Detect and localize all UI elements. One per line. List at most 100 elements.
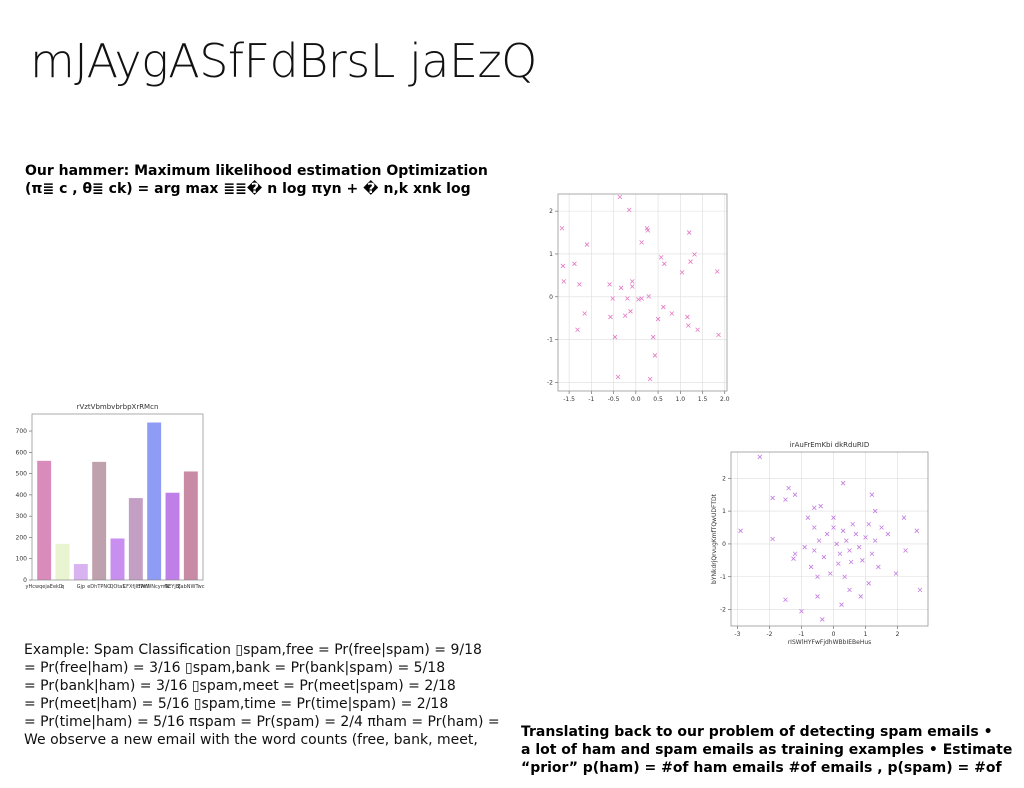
bar bbox=[110, 538, 125, 580]
bar bbox=[37, 460, 52, 580]
point bbox=[686, 323, 691, 328]
point bbox=[872, 508, 878, 514]
x-tick-label: 0.0 bbox=[631, 396, 641, 403]
bar bbox=[73, 564, 88, 580]
point bbox=[858, 594, 864, 599]
point bbox=[860, 558, 865, 563]
point bbox=[816, 538, 822, 543]
point bbox=[629, 284, 635, 289]
y-tick-label: 0 bbox=[23, 577, 27, 584]
point bbox=[652, 353, 658, 358]
x-tick-label: 2 bbox=[896, 631, 900, 638]
point bbox=[582, 311, 587, 316]
point bbox=[647, 376, 653, 382]
bar bbox=[128, 498, 143, 580]
text-line: a lot of ham and spam emails as training… bbox=[521, 742, 1013, 758]
point bbox=[885, 531, 891, 537]
text-line: Translating back to our problem of detec… bbox=[521, 724, 993, 740]
point bbox=[655, 316, 661, 322]
closing-text: Translating back to our problem of detec… bbox=[521, 723, 1012, 777]
text-line: = Pr(time|ham) = 5/16 πspam = Pr(spam) =… bbox=[24, 714, 500, 730]
point bbox=[646, 294, 652, 299]
point bbox=[628, 309, 633, 314]
point bbox=[812, 505, 817, 511]
slide-title: mJAygASfFdBrsL jaEzQ bbox=[30, 34, 537, 88]
point bbox=[688, 259, 693, 264]
point bbox=[792, 492, 798, 497]
x-tick-label: -0.5 bbox=[608, 396, 620, 403]
x-tick-label: 1.0 bbox=[676, 396, 686, 403]
point bbox=[869, 551, 875, 557]
point bbox=[815, 574, 820, 580]
x-tick-label: 2.0 bbox=[720, 396, 730, 403]
point bbox=[818, 503, 823, 509]
point bbox=[612, 334, 618, 340]
intro-text: Our hammer: Maximum likelihood estimatio… bbox=[25, 162, 488, 198]
point bbox=[834, 541, 839, 547]
y-axis-label: bYNkdrjQrvugKmfTQwUDFTDt bbox=[711, 493, 718, 584]
y-tick-label: -2 bbox=[547, 379, 553, 386]
point bbox=[866, 521, 872, 527]
point bbox=[799, 608, 804, 614]
x-tick-label: q bbox=[61, 584, 64, 590]
point bbox=[561, 279, 567, 284]
point bbox=[808, 564, 814, 570]
point bbox=[879, 525, 884, 530]
y-tick-label: -2 bbox=[720, 607, 726, 614]
x-tick-label: 0.5 bbox=[653, 396, 663, 403]
x-tick-label: ZabNWTwc bbox=[177, 584, 205, 590]
plot-frame bbox=[730, 451, 929, 627]
point bbox=[662, 261, 667, 267]
point bbox=[914, 528, 920, 534]
point bbox=[815, 594, 820, 599]
point bbox=[876, 564, 881, 570]
point bbox=[844, 538, 849, 543]
point bbox=[812, 548, 817, 553]
point bbox=[893, 571, 899, 576]
point bbox=[805, 515, 811, 520]
point bbox=[770, 495, 775, 501]
point bbox=[903, 548, 908, 553]
text-line: We observe a new email with the word cou… bbox=[24, 732, 478, 748]
x-tick-label: 1 bbox=[864, 631, 868, 638]
point bbox=[786, 485, 791, 491]
point bbox=[714, 269, 720, 274]
bar bbox=[183, 471, 198, 580]
chart-title: irAuFrEmKbi dkRduRID bbox=[790, 441, 869, 449]
point bbox=[840, 528, 846, 534]
point bbox=[802, 544, 807, 550]
point bbox=[863, 535, 868, 540]
text-line: Our hammer: Maximum likelihood estimatio… bbox=[25, 163, 488, 179]
y-tick-label: 300 bbox=[16, 513, 28, 520]
point bbox=[869, 492, 875, 497]
point bbox=[622, 313, 628, 318]
point bbox=[820, 617, 825, 622]
point bbox=[738, 528, 743, 534]
point bbox=[559, 225, 565, 231]
point bbox=[658, 255, 664, 260]
x-tick-label: -1 bbox=[588, 396, 594, 403]
y-tick-label: 1 bbox=[549, 251, 553, 258]
point bbox=[828, 571, 833, 576]
point bbox=[831, 515, 836, 520]
point bbox=[645, 228, 651, 233]
point bbox=[917, 587, 923, 593]
x-tick-label: -1.5 bbox=[563, 396, 575, 403]
point bbox=[661, 304, 666, 310]
point bbox=[812, 525, 817, 530]
x-tick-label: CFXfjIBWN bbox=[123, 584, 150, 590]
point bbox=[757, 454, 763, 460]
y-tick-label: 600 bbox=[16, 449, 28, 456]
point bbox=[850, 521, 856, 527]
point bbox=[650, 334, 656, 340]
point bbox=[837, 551, 843, 557]
y-tick-label: 0 bbox=[722, 541, 726, 548]
point bbox=[618, 285, 624, 291]
example-text: Example: Spam Classification ▯spam,free … bbox=[24, 641, 500, 749]
bar bbox=[92, 461, 107, 580]
text-line: = Pr(free|ham) = 3/16 ▯spam,bank = Pr(ba… bbox=[24, 660, 446, 676]
point bbox=[824, 531, 830, 537]
text-line: Example: Spam Classification ▯spam,free … bbox=[24, 642, 482, 658]
point bbox=[821, 554, 827, 560]
point bbox=[831, 525, 836, 530]
